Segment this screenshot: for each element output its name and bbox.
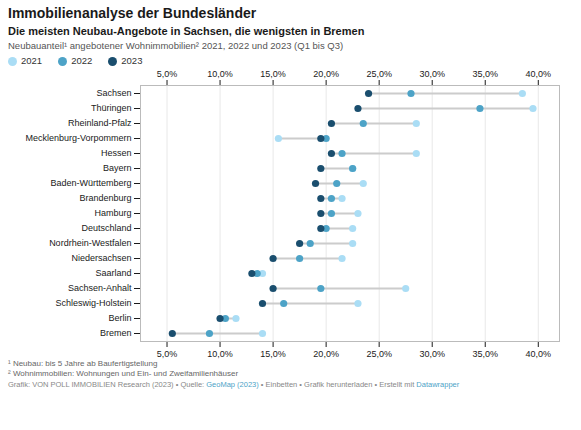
svg-text:Mecklenburg-Vorpommern: Mecklenburg-Vorpommern	[25, 133, 131, 143]
svg-text:Brandenburg: Brandenburg	[79, 193, 131, 203]
svg-text:Hamburg: Hamburg	[94, 208, 131, 218]
svg-text:Hessen: Hessen	[101, 148, 132, 158]
svg-text:Bremen: Bremen	[100, 328, 132, 338]
svg-text:Schleswig-Holstein: Schleswig-Holstein	[55, 298, 131, 308]
svg-text:10,0%: 10,0%	[207, 69, 233, 79]
svg-text:25,0%: 25,0%	[366, 69, 392, 79]
svg-text:20,0%: 20,0%	[313, 349, 339, 359]
html-text:2021: 2021	[21, 55, 43, 66]
svg-text:Deutschland: Deutschland	[81, 223, 131, 233]
svg-text:Sachsen-Anhalt: Sachsen-Anhalt	[68, 283, 132, 293]
svg-text:Nordrhein-Westfalen: Nordrhein-Westfalen	[49, 238, 131, 248]
html-text:Grafik: VON POLL IMMOBILIEN Re: Grafik: VON POLL IMMOBILIEN Research (20…	[8, 380, 460, 389]
svg-text:Bayern: Bayern	[103, 163, 132, 173]
svg-text:30,0%: 30,0%	[419, 349, 445, 359]
svg-text:15,0%: 15,0%	[260, 349, 286, 359]
svg-text:Rheinland-Pfalz: Rheinland-Pfalz	[68, 118, 132, 128]
svg-text:25,0%: 25,0%	[366, 349, 392, 359]
svg-text:40,0%: 40,0%	[526, 69, 552, 79]
svg-text:30,0%: 30,0%	[419, 69, 445, 79]
svg-text:10,0%: 10,0%	[207, 349, 233, 359]
svg-text:40,0%: 40,0%	[526, 349, 552, 359]
html-text:2022: 2022	[71, 55, 93, 66]
svg-text:Saarland: Saarland	[95, 268, 131, 278]
html-text:2023: 2023	[121, 55, 143, 66]
svg-text:Sachsen: Sachsen	[96, 88, 131, 98]
svg-text:5,0%: 5,0%	[157, 69, 178, 79]
html-text:Immobilienanalyse der Bundeslä: Immobilienanalyse der Bundesländer	[8, 5, 257, 21]
svg-text:Niedersachsen: Niedersachsen	[71, 253, 131, 263]
svg-text:35,0%: 35,0%	[472, 349, 498, 359]
html-text:² Wohnimmobilien: Wohnungen un: ² Wohnimmobilien: Wohnungen und Ein- und…	[8, 369, 239, 378]
html-text:¹ Neubau: bis 5 Jahre ab Baufe: ¹ Neubau: bis 5 Jahre ab Baufertigstellu…	[8, 359, 158, 368]
svg-text:20,0%: 20,0%	[313, 69, 339, 79]
svg-text:15,0%: 15,0%	[260, 69, 286, 79]
svg-text:35,0%: 35,0%	[472, 69, 498, 79]
svg-text:Thüringen: Thüringen	[91, 103, 132, 113]
html-text:Die meisten Neubau-Angebote in: Die meisten Neubau-Angebote in Sachsen, …	[8, 25, 365, 37]
svg-text:5,0%: 5,0%	[157, 349, 178, 359]
svg-text:Baden-Württemberg: Baden-Württemberg	[50, 178, 131, 188]
svg-text:Berlin: Berlin	[108, 313, 131, 323]
html-text:Neubauanteil¹ angebotener Wohn: Neubauanteil¹ angebotener Wohnimmobilien…	[8, 40, 344, 51]
